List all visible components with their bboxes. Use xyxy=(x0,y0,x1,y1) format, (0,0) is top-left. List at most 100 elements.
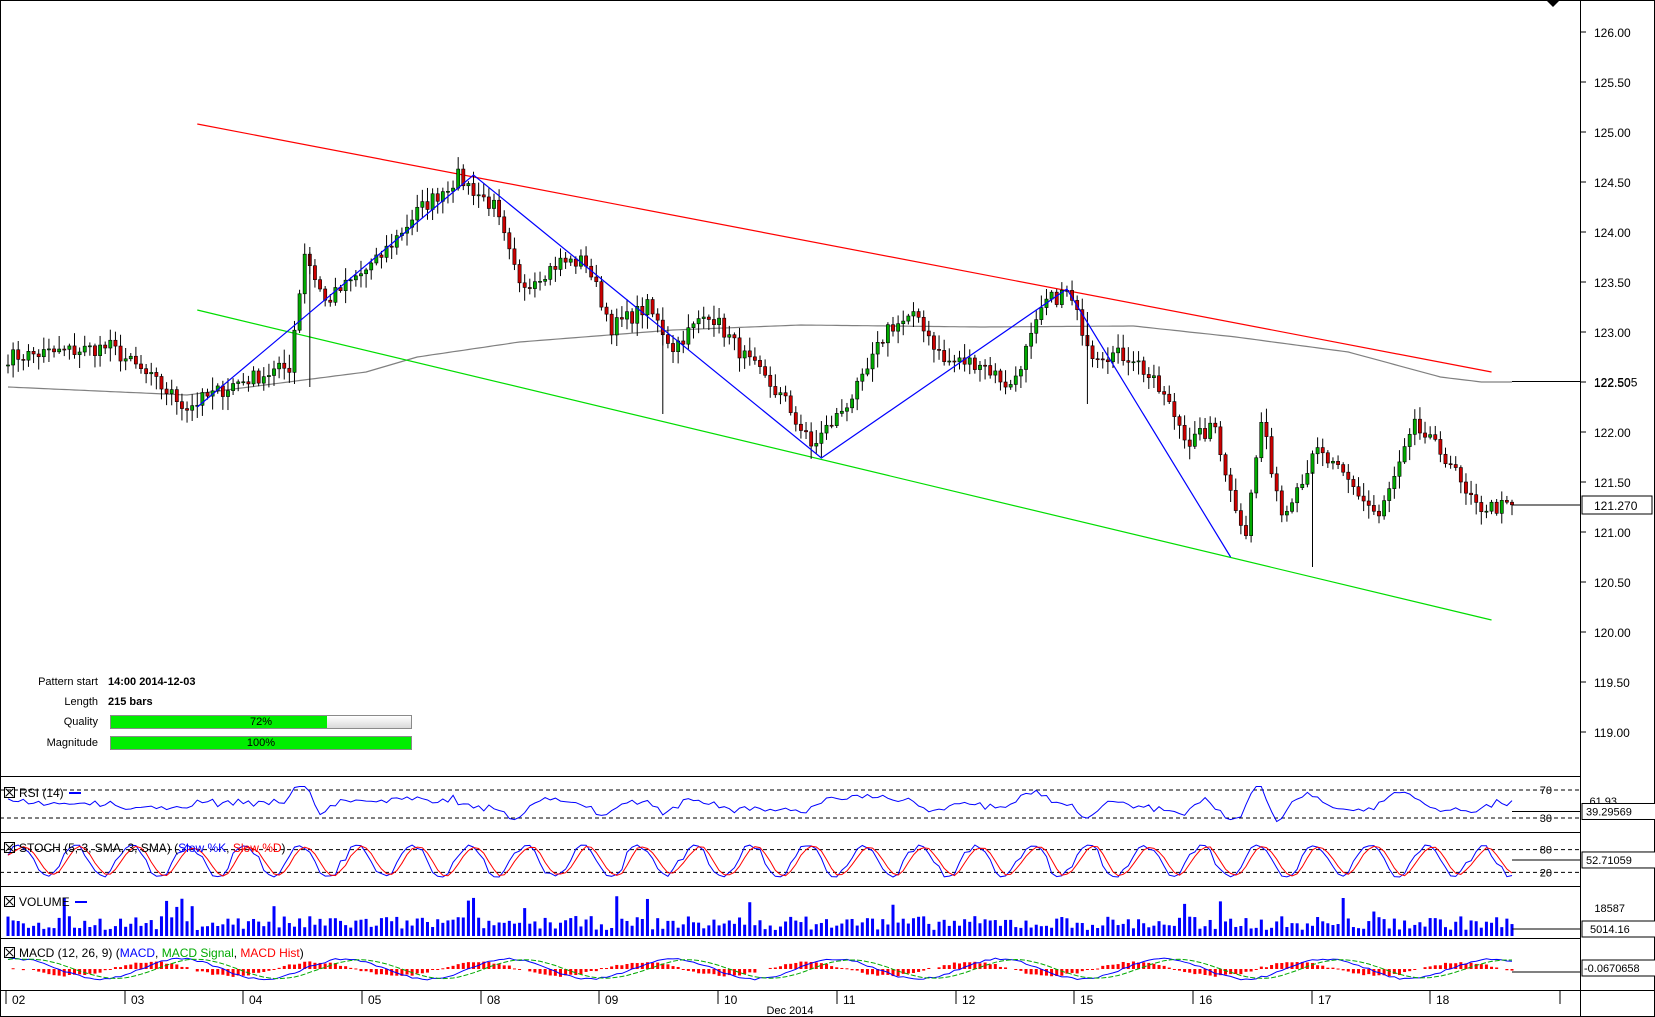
macd-hist-bar xyxy=(1490,966,1494,969)
length-label: Length xyxy=(64,696,98,708)
macd-hist-bar xyxy=(512,968,516,970)
volume-bar xyxy=(26,927,30,936)
macd-hist-bar xyxy=(963,962,967,969)
volume-bar xyxy=(287,923,291,936)
macd-hist-bar xyxy=(262,969,266,972)
volume-bar xyxy=(1285,927,1289,936)
volume-bar xyxy=(175,906,179,936)
candle-body xyxy=(752,356,757,361)
volume-bar xyxy=(1034,924,1038,936)
macd-hist-bar xyxy=(988,964,992,969)
macd-hist-bar xyxy=(390,969,394,976)
macd-hist-bar xyxy=(625,964,629,969)
macd-hist-bar xyxy=(1198,969,1202,974)
macd-close-icon[interactable] xyxy=(4,947,15,958)
volume-bar xyxy=(973,916,977,936)
price-axis: 126.00 125.50 125.00 124.50 124.00 123.50 123.… xyxy=(1580,26,1653,740)
macd-hist-bar xyxy=(1295,962,1299,969)
macd-hist-bar xyxy=(83,969,87,975)
volume-bar xyxy=(564,920,568,936)
macd-hist-bar xyxy=(881,969,885,975)
volume-bar xyxy=(1423,926,1427,936)
candle-body xyxy=(1418,418,1422,434)
candle-body xyxy=(1382,500,1387,517)
macd-hist-bar xyxy=(1137,962,1141,969)
volume-bar xyxy=(1443,927,1447,936)
volume-bar xyxy=(1152,925,1156,936)
quality-bar: 72% xyxy=(110,715,412,729)
volume-bar xyxy=(958,925,962,936)
candle-body xyxy=(461,168,466,187)
volume-bar xyxy=(323,925,327,936)
support-line xyxy=(197,309,1492,621)
stoch-d-line xyxy=(7,845,1513,877)
candle-body xyxy=(666,334,670,344)
macd-hist-bar xyxy=(548,969,552,976)
candle-body xyxy=(512,248,517,265)
macd-hist-bar xyxy=(1080,969,1084,972)
volume-bar xyxy=(236,918,240,936)
time-label: 09 xyxy=(605,993,619,1007)
candle-body xyxy=(333,287,338,303)
candle-body xyxy=(901,320,906,325)
candle-body xyxy=(287,367,292,373)
volume-bar xyxy=(553,928,557,936)
candle-body xyxy=(1407,434,1412,447)
candle-body xyxy=(476,194,481,197)
macd-hist-bar xyxy=(257,969,261,973)
volume-bar xyxy=(543,917,547,936)
candle-body xyxy=(604,306,609,315)
volume-bar xyxy=(1326,923,1330,936)
candle-body xyxy=(926,330,931,337)
volume-bar xyxy=(512,923,516,936)
volume-close-icon[interactable] xyxy=(4,896,15,907)
candle-body xyxy=(154,372,159,377)
candle-body xyxy=(773,386,778,396)
candle-body xyxy=(824,424,829,434)
macd-hist-bar xyxy=(942,965,946,969)
volume-bar xyxy=(712,919,716,936)
volume-bar xyxy=(190,906,194,936)
candle-body xyxy=(1325,452,1330,464)
candle-body xyxy=(967,357,972,365)
macd-hist-bar xyxy=(303,961,307,969)
macd-hist-bar xyxy=(349,967,353,969)
candle-body xyxy=(1443,453,1448,465)
volume-bar xyxy=(640,919,644,936)
volume-bar xyxy=(1126,919,1130,936)
volume-bar xyxy=(1433,918,1437,936)
volume-bar xyxy=(292,926,296,936)
candle-body xyxy=(21,359,26,361)
volume-bar xyxy=(482,928,486,936)
candle-body xyxy=(829,424,834,427)
candle-body xyxy=(374,254,379,264)
candle-body xyxy=(737,337,742,359)
macd-hist-bar xyxy=(697,969,701,974)
stoch-close-icon[interactable] xyxy=(4,842,15,853)
candle-body xyxy=(277,362,282,370)
macd-hist-bar xyxy=(1162,965,1166,969)
macd-hist-bar xyxy=(615,964,619,969)
candle-body xyxy=(630,311,635,324)
volume-bar xyxy=(32,925,36,936)
candle-body xyxy=(415,206,420,221)
macd-hist-bar xyxy=(436,969,440,970)
macd-hist-bar xyxy=(855,969,859,971)
macd-hist-bar xyxy=(159,961,163,969)
macd-hist-bar xyxy=(252,969,256,973)
volume-bar xyxy=(732,923,736,936)
macd-hist-bar xyxy=(1142,962,1146,969)
rsi-close-icon[interactable] xyxy=(4,787,15,798)
macd-hist-bar xyxy=(978,963,982,969)
volume-bar xyxy=(1019,927,1023,936)
macd-sep2: , xyxy=(233,946,241,960)
price-tick-label: 123.50 xyxy=(1594,276,1631,290)
macd-hist-bar xyxy=(1167,967,1171,969)
candle-body xyxy=(1423,432,1427,438)
candle-body xyxy=(655,313,660,321)
volume-bar xyxy=(52,928,56,936)
candle-body xyxy=(1024,345,1028,370)
volume-bar xyxy=(6,916,10,936)
macd-signal-line xyxy=(7,958,1512,980)
volume-bar xyxy=(605,929,609,936)
